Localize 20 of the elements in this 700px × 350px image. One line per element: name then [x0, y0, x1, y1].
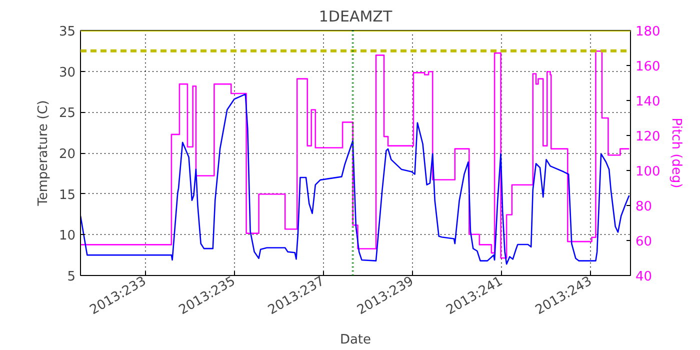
y-tick-label: 15 — [58, 188, 76, 203]
y2-tick-label: 80 — [636, 200, 652, 214]
chart-title: 1DEAMZT — [318, 8, 393, 26]
y-tick-label: 35 — [58, 24, 76, 40]
y2-tick-label: 140 — [636, 94, 660, 110]
y-tick-label: 10 — [58, 228, 76, 244]
line-series — [80, 94, 630, 265]
y2-tick-label: 180 — [636, 24, 660, 40]
y-tick-label: 30 — [58, 65, 76, 80]
y2-axis-title: Pitch (deg) — [668, 118, 684, 188]
y2-tick-label: 60 — [636, 234, 652, 250]
y2-tick-label: 40 — [636, 270, 652, 284]
y-tick-label: 20 — [58, 147, 76, 162]
y2-tick-label: 160 — [636, 60, 660, 74]
y-tick-label: 25 — [58, 106, 76, 122]
y-axis-title: Temperature (C) — [36, 100, 51, 207]
y2-tick-label: 100 — [636, 164, 660, 180]
y-tick-label: 5 — [67, 270, 76, 284]
y2-tick-label: 120 — [636, 130, 660, 144]
x-axis-title: Date — [340, 332, 372, 348]
